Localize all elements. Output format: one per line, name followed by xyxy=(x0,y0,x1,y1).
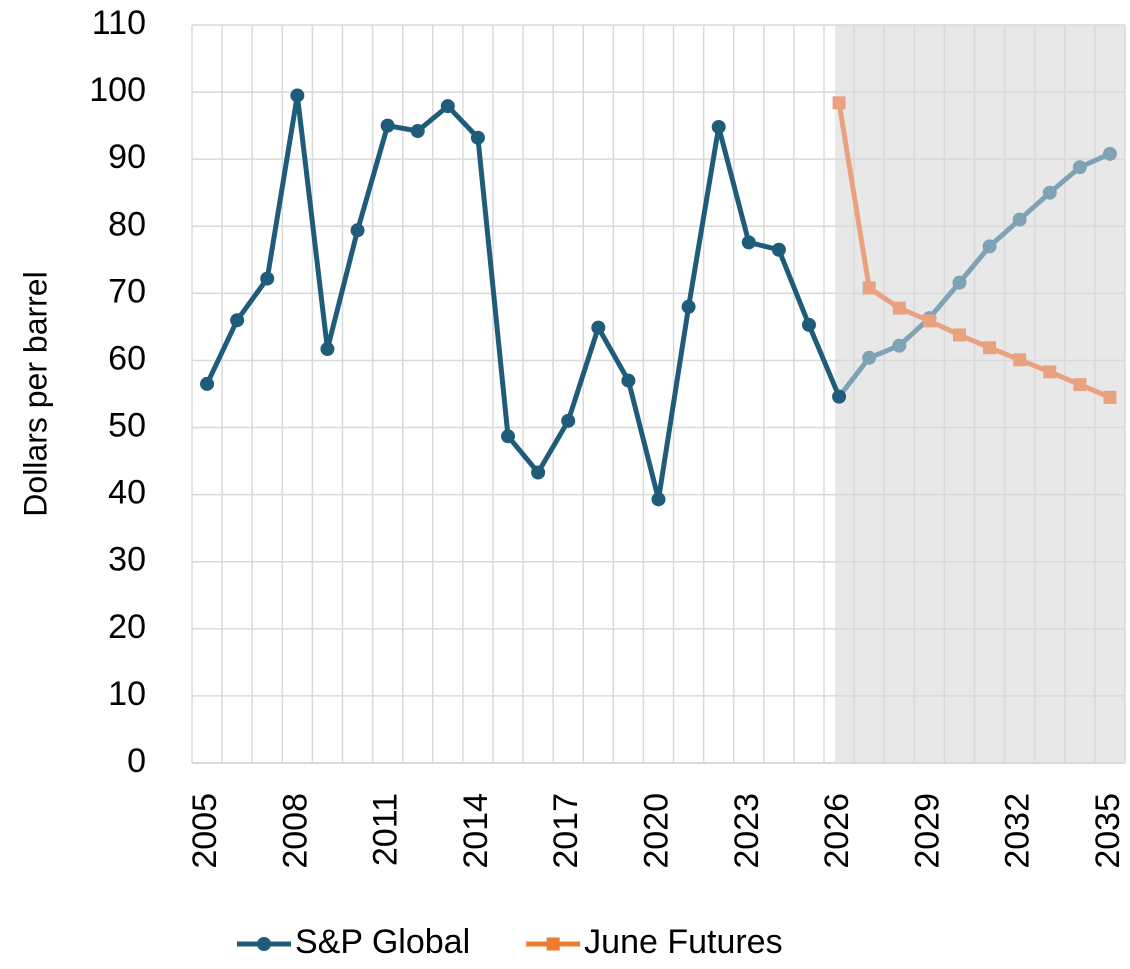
marker xyxy=(801,317,816,332)
marker xyxy=(892,301,906,315)
marker xyxy=(380,118,395,133)
marker xyxy=(470,130,485,145)
x-tick-label: 2026 xyxy=(818,793,856,869)
marker xyxy=(561,413,576,428)
marker xyxy=(621,373,636,388)
y-tick-label: 60 xyxy=(108,339,146,377)
y-tick-label: 110 xyxy=(92,4,146,42)
marker xyxy=(832,96,846,110)
marker xyxy=(741,235,756,250)
y-tick-label: 20 xyxy=(108,608,146,646)
forecast-shade xyxy=(835,25,1125,763)
x-tick-label: 2035 xyxy=(1089,793,1127,869)
marker xyxy=(711,119,726,134)
x-tick-label: 2008 xyxy=(276,793,314,869)
y-tick-label: 90 xyxy=(108,138,146,176)
marker xyxy=(1103,390,1117,404)
marker xyxy=(320,342,335,357)
y-tick-label: 50 xyxy=(108,407,146,445)
marker xyxy=(230,313,245,328)
legend-label: June Futures xyxy=(584,923,782,961)
y-tick-label: 10 xyxy=(108,675,146,713)
marker xyxy=(531,465,546,480)
y-tick-label: 0 xyxy=(127,742,146,780)
x-tick-label: 2029 xyxy=(908,793,946,869)
x-tick-label: 2011 xyxy=(367,793,405,866)
marker xyxy=(1042,185,1057,200)
x-tick-label: 2014 xyxy=(457,793,495,869)
x-tick-label: 2017 xyxy=(547,793,585,869)
series-line xyxy=(836,102,1111,400)
series-line xyxy=(204,92,842,502)
marker xyxy=(440,99,455,114)
marker xyxy=(862,350,877,365)
marker xyxy=(410,124,425,139)
marker xyxy=(501,429,516,444)
legend-marker xyxy=(546,937,560,951)
marker xyxy=(952,275,967,290)
marker xyxy=(1102,146,1117,161)
marker xyxy=(771,242,786,257)
marker xyxy=(982,239,997,254)
marker xyxy=(591,320,606,335)
legend-label: S&P Global xyxy=(295,923,470,961)
marker xyxy=(892,338,907,353)
marker xyxy=(350,223,365,238)
marker xyxy=(832,389,847,404)
y-tick-label: 100 xyxy=(89,71,146,109)
marker xyxy=(290,88,305,103)
marker xyxy=(260,271,275,286)
y-tick-label: 40 xyxy=(108,474,146,512)
x-tick-label: 2005 xyxy=(186,793,224,869)
marker xyxy=(862,281,876,295)
marker xyxy=(200,376,215,391)
x-tick-label: 2020 xyxy=(637,793,675,869)
marker xyxy=(1012,212,1027,227)
marker xyxy=(983,341,997,355)
x-tick-label: 2032 xyxy=(999,793,1037,869)
marker xyxy=(651,492,666,507)
y-axis-label: Dollars per barrel xyxy=(17,271,53,516)
legend-marker xyxy=(257,937,271,951)
y-tick-label: 80 xyxy=(108,205,146,243)
y-tick-label: 70 xyxy=(108,272,146,310)
marker xyxy=(1073,378,1087,392)
y-tick-label: 30 xyxy=(108,541,146,579)
marker xyxy=(681,299,696,314)
series-line xyxy=(837,151,1111,399)
marker xyxy=(922,314,936,328)
marker xyxy=(1072,160,1087,175)
marker xyxy=(952,328,966,342)
marker xyxy=(1013,353,1027,367)
marker xyxy=(1043,365,1057,379)
x-tick-label: 2023 xyxy=(728,793,766,869)
